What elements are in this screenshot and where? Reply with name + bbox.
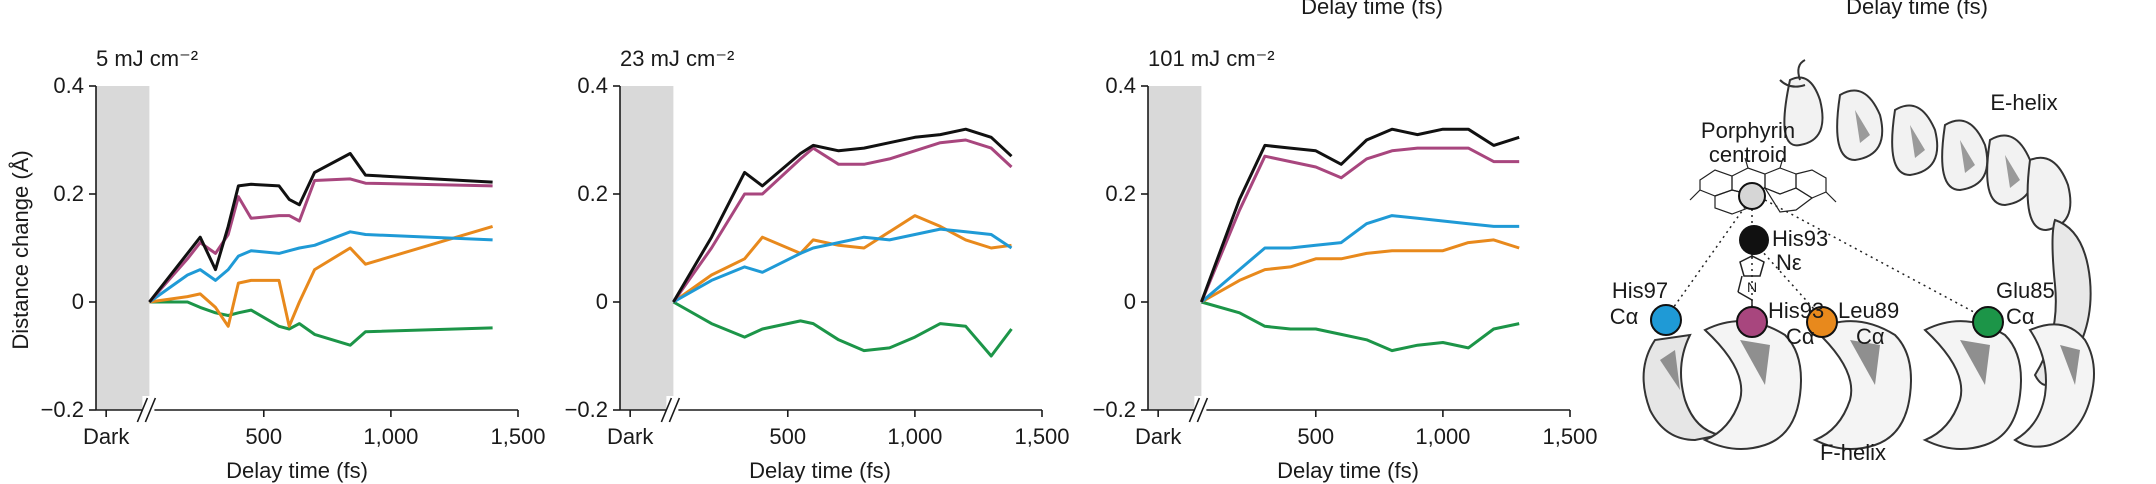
series-line-magenta	[672, 138, 1013, 303]
y-tick-label: 0.4	[1105, 73, 1136, 98]
his97-label-line1: His97	[1612, 278, 1668, 303]
series-line-orange	[149, 224, 494, 328]
e-helix-shading	[1855, 110, 2020, 188]
y-tick-label: 0	[72, 289, 84, 314]
x-tick-label: 1,500	[490, 424, 545, 449]
x-tick-label: 500	[769, 424, 806, 449]
x-axis-label: Delay time (fs)	[1277, 458, 1419, 483]
chart-panel-101mj: −0.2 0 0.2 0.4 Dark 500 1,000 1,500 101 mJ cm⁻²…	[1093, 46, 1598, 483]
y-tick-label: 0.2	[1105, 181, 1136, 206]
axis-break-mark	[668, 397, 681, 423]
x-tick-label: 500	[1297, 424, 1334, 449]
series-line-black	[1199, 127, 1520, 303]
plot-area: −0.2 0 0.2 0.4 Dark 500 1,000 1,500	[565, 73, 1070, 449]
x-axis-label: Delay time (fs)	[749, 458, 891, 483]
leu89-label-line1: Leu89	[1838, 298, 1899, 323]
y-tick-label: 0.2	[53, 181, 84, 206]
f-helix-shading	[1660, 340, 2080, 390]
series-line-green	[1200, 300, 1520, 353]
axis-break-mark	[136, 397, 149, 423]
x-axis-label: Delay time (fs)	[226, 458, 368, 483]
his93-ca-marker	[1736, 306, 1768, 338]
x-tick-label: 1,000	[887, 424, 942, 449]
dark-region	[96, 86, 150, 410]
series-line-orange	[672, 214, 1012, 304]
dark-region	[1148, 86, 1202, 410]
series-line-magenta	[1200, 146, 1520, 303]
chart-title: 23 mJ cm⁻²	[620, 46, 734, 71]
series-line-green	[149, 300, 493, 347]
axis-break-gap	[142, 396, 155, 424]
series-line-orange	[1200, 238, 1520, 304]
glu85-ca-marker	[1972, 306, 2004, 338]
axis-break-mark	[660, 397, 673, 423]
iron-atom-marker	[1739, 225, 1769, 255]
y-tick-label: 0.2	[577, 181, 608, 206]
series-line-green	[672, 300, 1013, 358]
axis-break-gap	[666, 396, 679, 424]
porphyrin-label-line2: centroid	[1709, 142, 1787, 167]
glu85-label-line1: Glu85	[1996, 278, 2055, 303]
leu89-ca-marker	[1806, 306, 1838, 338]
y-tick-label: −0.2	[1093, 397, 1136, 422]
distance-lines	[1665, 196, 1986, 319]
dark-region	[620, 86, 674, 410]
porphyrin-label-line1: Porphyrin	[1701, 118, 1795, 143]
his93-ca-label-line2: Cα	[1786, 324, 1815, 349]
y-axis-label: Distance change (Å)	[8, 150, 33, 349]
axis-break-gap	[1194, 396, 1207, 424]
x-tick-label: Dark	[1135, 424, 1182, 449]
y-tick-label: 0	[1124, 289, 1136, 314]
glu85-label-line2: Cα	[2006, 304, 2035, 329]
x-tick-label: 1,000	[363, 424, 418, 449]
series-line-blue	[672, 227, 1013, 304]
series-line-blue	[1200, 214, 1520, 304]
clipped-xlabel-top-2: Delay time (fs)	[1846, 0, 1988, 19]
chart-title: 5 mJ cm⁻²	[96, 46, 198, 71]
plot-area: −0.2 0 0.2 0.4 Dark 500 1,000 1,500	[41, 73, 546, 449]
clipped-xlabel-top-1: Delay time (fs)	[1301, 0, 1443, 19]
plot-area: −0.2 0 0.2 0.4 Dark 500 1,000 1,500	[1093, 73, 1598, 449]
loop-segment	[1779, 79, 1806, 88]
chart-title: 101 mJ cm⁻²	[1148, 46, 1275, 71]
x-tick-label: 1,500	[1542, 424, 1597, 449]
y-tick-label: 0.4	[577, 73, 608, 98]
x-tick-label: 1,000	[1415, 424, 1470, 449]
axis-break-mark	[144, 397, 157, 423]
axis-break-mark	[1188, 397, 1201, 423]
myoglobin-structure-illustration: N E-helix F-helix Porphyrin centroid His…	[1610, 59, 2095, 465]
series-line-blue	[148, 230, 493, 304]
axis-break-mark	[1196, 397, 1209, 423]
his93-ca-label-line1: His93	[1768, 298, 1824, 323]
leu89-label-line2: Cα	[1856, 324, 1885, 349]
y-tick-label: 0	[596, 289, 608, 314]
series-line-black	[672, 127, 1013, 303]
porphyrin-centroid-marker	[1738, 182, 1766, 210]
x-tick-label: Dark	[83, 424, 130, 449]
x-tick-label: 1,500	[1014, 424, 1069, 449]
his97-ca-marker	[1650, 304, 1682, 336]
e-helix-label: E-helix	[1990, 90, 2057, 115]
his93-label: His93	[1772, 226, 1828, 251]
x-tick-label: 500	[245, 424, 282, 449]
y-tick-label: −0.2	[565, 397, 608, 422]
chart-panel-5mj: −0.2 0 0.2 0.4 Dark 500 1,000 1,500 5 mJ cm⁻² D…	[8, 46, 546, 483]
f-helix-label: F-helix	[1820, 440, 1886, 465]
series-line-black	[148, 152, 493, 303]
his97-label-line2: Cα	[1610, 304, 1639, 329]
n-epsilon-label: Nε	[1776, 250, 1802, 275]
y-tick-label: 0.4	[53, 73, 84, 98]
x-tick-label: Dark	[607, 424, 654, 449]
y-tick-label: −0.2	[41, 397, 84, 422]
